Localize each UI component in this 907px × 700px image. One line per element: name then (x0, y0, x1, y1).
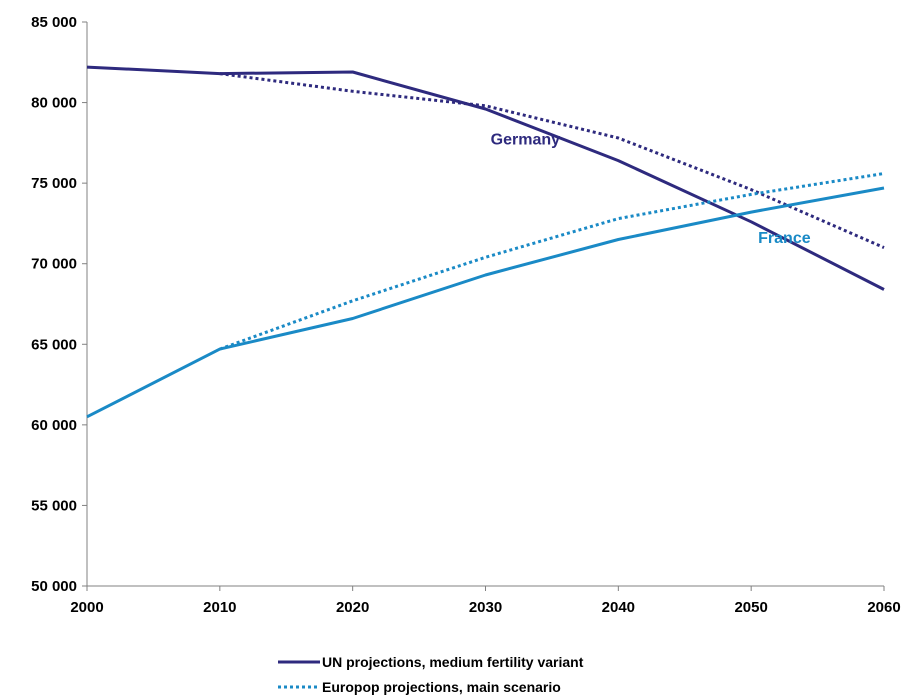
x-tick-label: 2060 (867, 599, 900, 616)
france-un-line (86, 186, 885, 419)
y-tick-label: 70 000 (31, 256, 77, 273)
axes: 50 000 55 000 60 000 65 000 70 000 75 000 80 0… (31, 14, 901, 616)
y-tick-label: 55 000 (31, 497, 77, 514)
x-tick-label: 2010 (203, 599, 236, 616)
annotation-layer: Germany France (491, 131, 811, 246)
x-tick-label: 2020 (336, 599, 369, 616)
y-tick-label: 60 000 (31, 417, 77, 434)
germany-europop-line (219, 72, 885, 249)
y-tick-label: 80 000 (31, 95, 77, 112)
legend: UN projections, medium fertility variant… (278, 654, 584, 695)
france-label: France (758, 230, 811, 247)
legend-label-europop: Europop projections, main scenario (322, 679, 561, 695)
x-tick-label: 2000 (70, 599, 103, 616)
france-europop-line (219, 172, 885, 351)
x-tick-label: 2030 (469, 599, 502, 616)
y-tick-label: 75 000 (31, 175, 77, 192)
x-tick-label: 2040 (602, 599, 635, 616)
germany-un-line (86, 65, 885, 291)
y-tick-label: 85 000 (31, 14, 77, 31)
germany-label: Germany (491, 131, 560, 148)
x-tick-label: 2050 (734, 599, 767, 616)
series-layer (86, 65, 885, 419)
y-tick-label: 50 000 (31, 578, 77, 595)
y-tick-label: 65 000 (31, 336, 77, 353)
legend-label-un: UN projections, medium fertility variant (322, 654, 584, 670)
